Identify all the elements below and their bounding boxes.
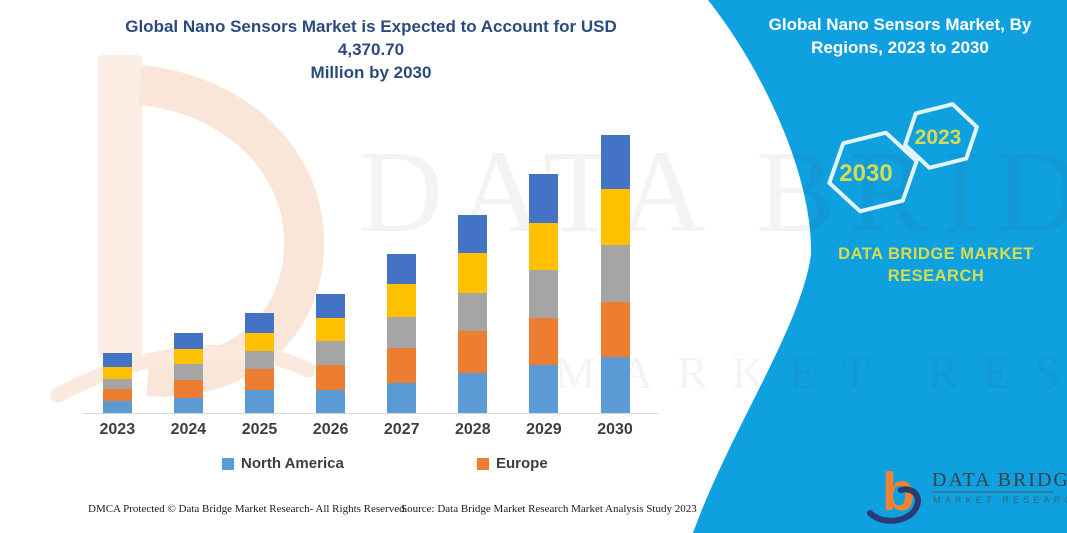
bar-segment	[245, 368, 274, 390]
logo-name: DATA BRIDGE	[932, 469, 1067, 491]
legend-marker-icon	[222, 457, 234, 470]
panel-brand-line-2: RESEARCH	[887, 267, 985, 285]
chart-title: Global Nano Sensors Market is Expected t…	[90, 15, 652, 84]
bar-segment	[529, 317, 559, 365]
x-axis-label: 2028	[455, 421, 491, 438]
hexagon-2023-label: 2023	[915, 126, 962, 149]
legend-label: North America	[241, 455, 344, 472]
chart-title-line-2: Million by 2030	[310, 63, 432, 82]
bar-segment	[387, 316, 417, 348]
x-axis-label: 2027	[383, 421, 420, 438]
panel-title: Global Nano Sensors Market, By Regions, …	[742, 13, 1058, 59]
bar-segment	[600, 135, 630, 189]
bar-segment	[102, 366, 132, 379]
x-axis-label: 2029	[526, 421, 562, 438]
chart-title-line-1: Global Nano Sensors Market is Expected t…	[125, 17, 617, 59]
x-axis-label: 2024	[170, 421, 207, 438]
bar-segment	[529, 174, 559, 223]
bar-segment	[387, 253, 417, 284]
bar-segment	[102, 378, 132, 389]
bar-segment	[458, 372, 488, 413]
bar-segment	[173, 363, 203, 380]
bar-segment	[387, 382, 417, 413]
x-axis-label: 2030	[597, 421, 633, 438]
bar-segment	[387, 347, 417, 383]
watermark-market-research-text: MARKET RESEARCH	[555, 347, 1067, 398]
bar-segment	[316, 340, 346, 365]
bar-segment	[458, 292, 488, 331]
bar-segment	[173, 348, 203, 364]
panel-title-line-1: Global Nano Sensors Market, By	[768, 15, 1032, 34]
hexagon-2023	[903, 102, 979, 170]
panel-title-line-2: Regions, 2023 to 2030	[811, 38, 989, 57]
bar-segment	[529, 364, 559, 413]
bar-segment	[245, 312, 274, 333]
bar-segment	[173, 397, 203, 413]
hexagon-2030-label: 2030	[839, 160, 892, 187]
bar-segment	[102, 388, 132, 401]
bar-segment	[102, 400, 132, 413]
panel-brand-line-1: DATA BRIDGE MARKET	[838, 245, 1034, 263]
bar-segment	[245, 350, 274, 369]
bar-segment	[245, 332, 274, 351]
bar-segment	[173, 379, 203, 398]
legend-marker-icon	[477, 457, 489, 470]
bar-segment	[102, 352, 132, 367]
bar-segment	[600, 188, 630, 245]
bar-segment	[600, 244, 630, 302]
x-axis-label: 2025	[241, 421, 278, 438]
bar-segment	[600, 301, 630, 357]
x-axis-label: 2026	[312, 421, 349, 438]
bar-segment	[600, 356, 630, 413]
bar-segment	[316, 389, 346, 413]
footer-dmca-text: DMCA Protected © Data Bridge Market Rese…	[88, 503, 408, 515]
logo-swoosh-icon	[867, 486, 921, 524]
legend-item-europe: Europe	[477, 455, 548, 472]
bar-segment	[316, 317, 346, 341]
bar-segment	[458, 214, 488, 253]
bar-segment	[245, 389, 274, 413]
bar-segment	[173, 332, 203, 349]
bar-segment	[458, 330, 488, 373]
logo-tagline: MARKET RESEARCH	[933, 495, 1067, 505]
bar-segment	[458, 252, 488, 293]
x-axis-label: 2023	[99, 421, 136, 438]
bar-segment	[316, 293, 346, 318]
bar-segment	[387, 283, 417, 317]
footer-source-text: Source: Data Bridge Market Research Mark…	[401, 503, 697, 515]
bar-segment	[316, 364, 346, 390]
legend-label: Europe	[496, 455, 548, 472]
legend-item-north-america: North America	[222, 455, 344, 472]
panel-brand-text: DATA BRIDGE MARKET RESEARCH	[818, 243, 1054, 287]
x-axis-line	[83, 413, 658, 414]
hexagon-2030	[827, 130, 919, 214]
bar-segment	[529, 269, 559, 318]
bar-segment	[529, 222, 559, 270]
